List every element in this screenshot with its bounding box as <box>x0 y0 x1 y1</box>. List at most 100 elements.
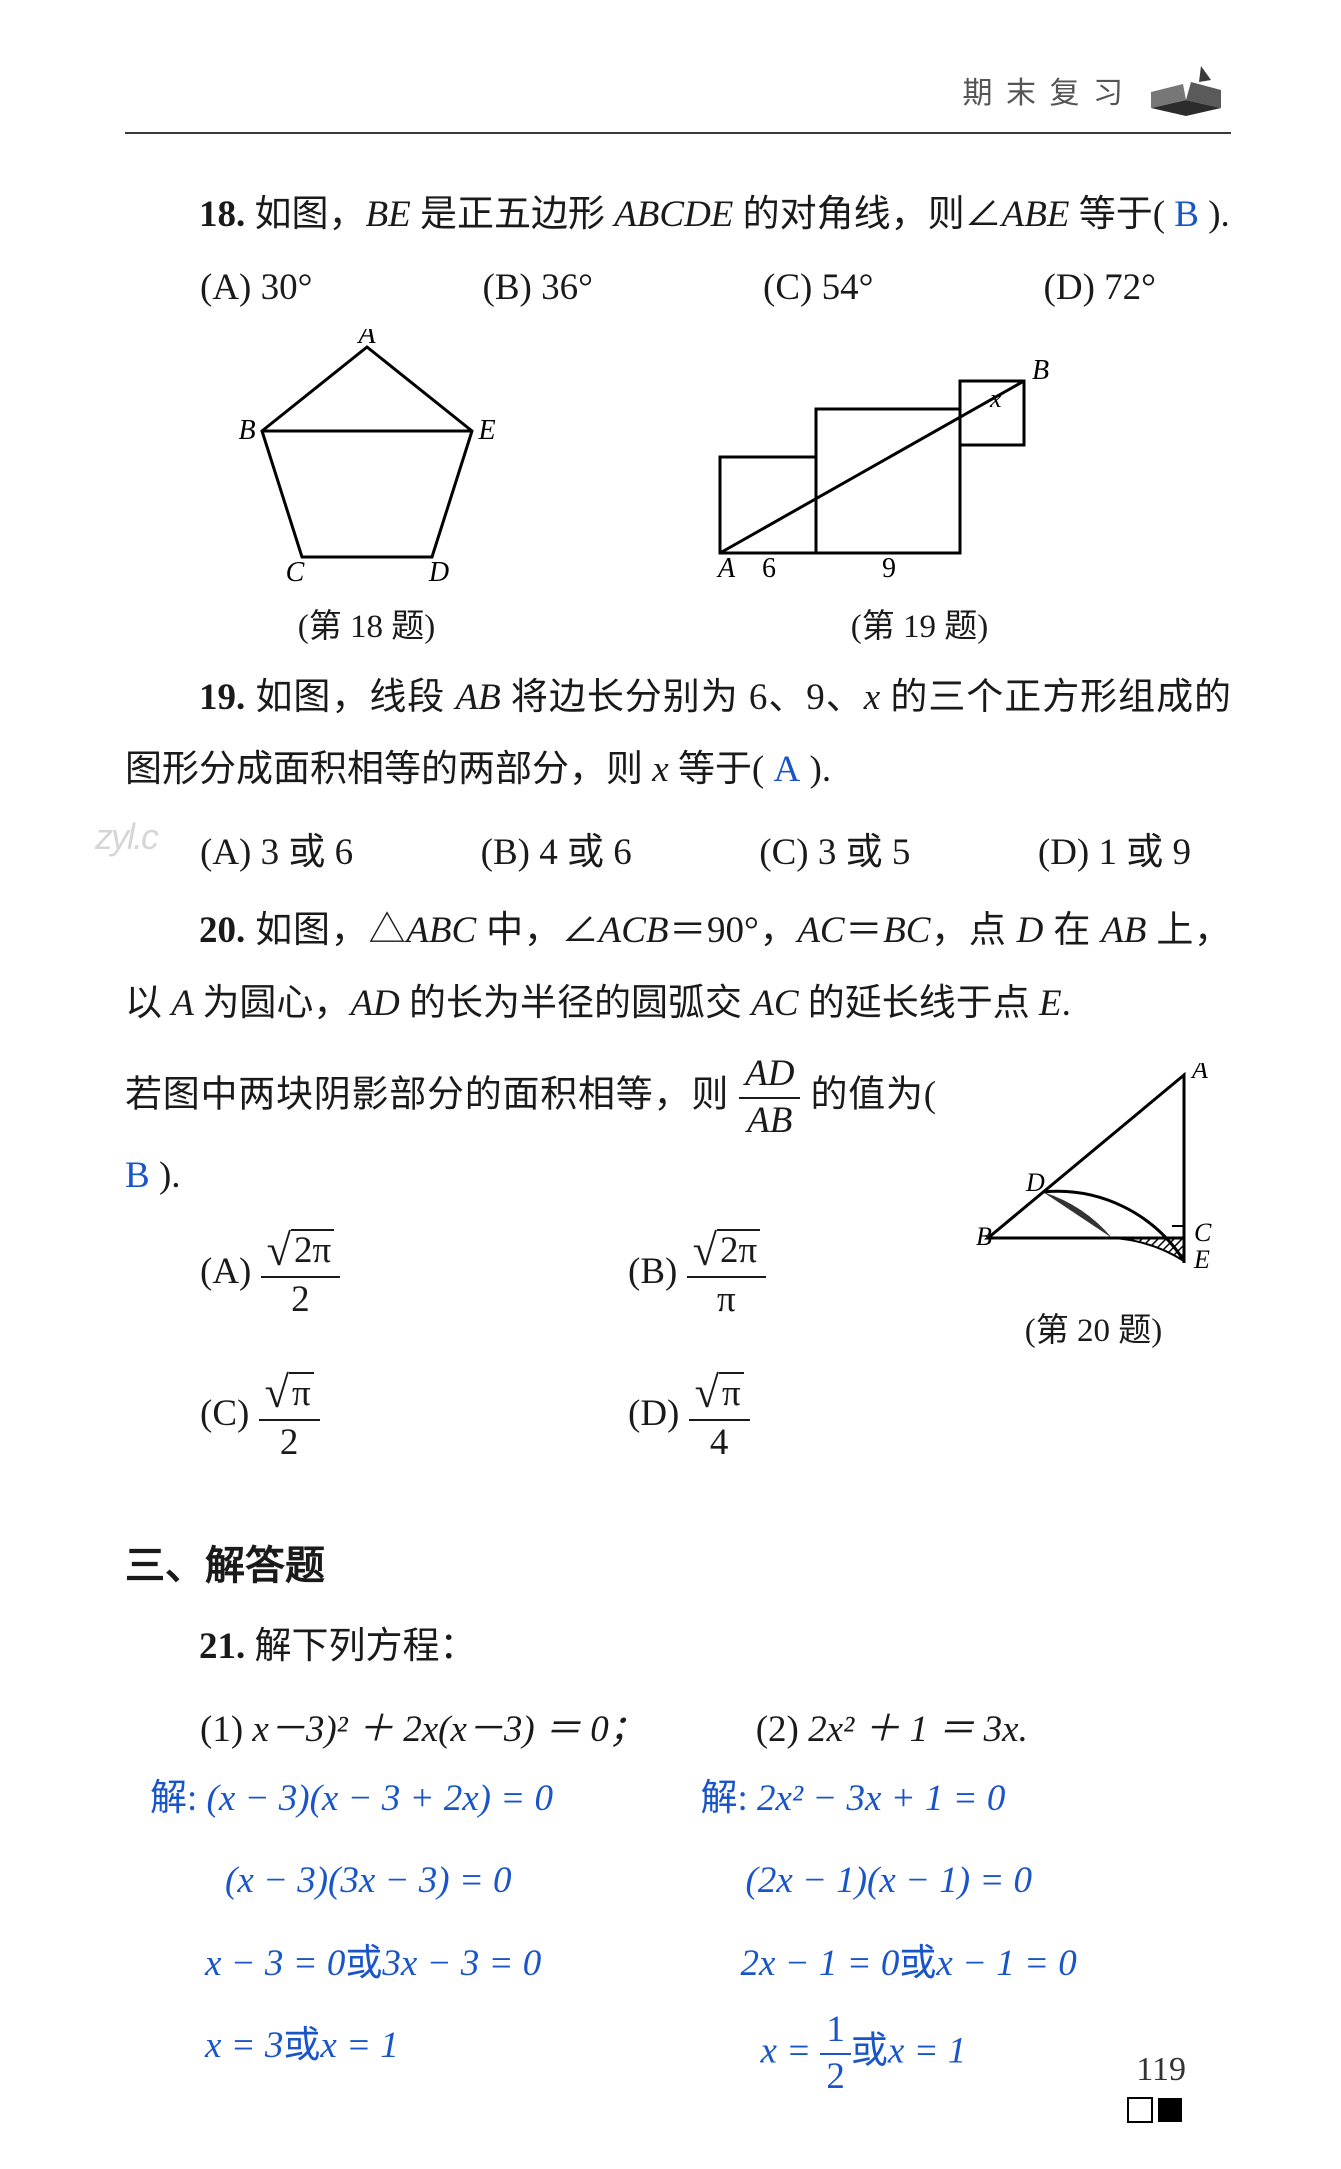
q18-opt-a: (A) 30° <box>200 266 312 309</box>
svg-text:B: B <box>1032 355 1049 386</box>
fig-18: A B E C D (第 18 题) <box>217 329 517 647</box>
fig20-caption: (第 20 题) <box>966 1303 1221 1351</box>
q19-text: 19. 如图，线段 AB 将边长分别为 6、9、x 的三个正方形组成的图形分成面… <box>125 662 1231 806</box>
q19-answer: A <box>774 749 801 790</box>
sol1-or1: 或 <box>345 1943 382 1984</box>
q20-frac-den: AB <box>741 1099 798 1141</box>
q20-tail: ). <box>159 1155 181 1196</box>
q20-opt-d: (D) √π 4 <box>628 1370 936 1463</box>
page-header: 期 末 复 习 <box>125 60 1231 134</box>
q19-opt-b: (B) 4 或 6 <box>481 821 632 875</box>
q20-text-c: ＝90°， <box>669 910 798 951</box>
q19-opt-c: (C) 3 或 5 <box>759 821 910 875</box>
q20-options: (A) √2π 2 (B) √2π π (C) √π 2 (D) √π 4 <box>125 1228 936 1463</box>
q20-b-pi: π <box>738 1230 757 1271</box>
svg-text:A: A <box>1190 1063 1208 1084</box>
q18-opt-d: (D) 72° <box>1044 266 1156 309</box>
q21-sub1-eq: x－3)² ＋ 2x(x－3) ＝ 0； <box>252 1709 645 1750</box>
svg-text:A: A <box>716 553 736 584</box>
svg-text:A: A <box>356 329 376 350</box>
svg-text:E: E <box>1193 1245 1210 1274</box>
q19-opt-d: (D) 1 或 9 <box>1038 821 1191 875</box>
q20-opt-a-label: (A) <box>200 1250 251 1291</box>
q20-num: 20. <box>199 910 245 951</box>
sol1-l3a: x − 3 = 0 <box>205 1943 345 1984</box>
q18-text-d: 等于( <box>1079 194 1165 235</box>
q21-sub2: (2) 2x² ＋ 1 ＝ 3x. <box>756 1698 1028 1752</box>
q20-text-d: ，点 <box>930 910 1006 951</box>
q21-sub2-eq: 2x² ＋ 1 ＝ 3x. <box>808 1709 1028 1750</box>
q20-d-den: 4 <box>704 1421 735 1463</box>
fig18-caption: (第 18 题) <box>217 599 517 647</box>
sol1-l4a: x = 3 <box>205 2025 283 2066</box>
sol2-l3b: x − 1 = 0 <box>936 1943 1076 1984</box>
q20-text-j: 若图中两块阴影部分的面积相等，则 <box>125 1074 729 1115</box>
q18-text-b: 是正五边形 <box>420 194 605 235</box>
page-number: 119 <box>1136 2051 1186 2089</box>
fig-20: A B C E D (第 20 题) <box>966 1063 1221 1351</box>
svg-text:E: E <box>477 415 495 446</box>
q19-text-b: 将边长分别为 6、9、 <box>511 677 864 718</box>
q21-subquestions: (1) x－3)² ＋ 2x(x－3) ＝ 0； (2) 2x² ＋ 1 ＝ 3… <box>125 1698 1231 1752</box>
q19-opt-a: (A) 3 或 6 <box>200 821 353 875</box>
q20-text-h: 的长为半径的圆弧交 <box>409 983 742 1024</box>
q20-frac: AD AB <box>739 1055 800 1141</box>
q20-opt-b: (B) √2π π <box>628 1228 936 1321</box>
q20-c-den: 2 <box>274 1421 305 1463</box>
fig19-caption: (第 19 题) <box>700 599 1140 647</box>
page: 期 末 复 习 18. 如图，BE 是正五边形 ABCDE 的对角线，则∠ABE… <box>0 0 1341 2169</box>
sol2-l3a: 2x − 1 = 0 <box>741 1943 900 1984</box>
watermark: zyl.c <box>95 816 157 858</box>
sol2-l1: 2x² − 3x + 1 = 0 <box>757 1778 1005 1819</box>
q20-opt-a: (A) √2π 2 <box>200 1228 508 1321</box>
section-3-title: 三、解答题 <box>125 1533 1231 1591</box>
sol2-head: 解: <box>701 1778 748 1819</box>
header-label: 期 末 复 习 <box>963 68 1127 112</box>
q19-text-d: 等于( <box>678 749 764 790</box>
q20-text-g: 为圆心， <box>202 983 350 1024</box>
q19-tail: ). <box>810 749 832 790</box>
sol1-l3b: 3x − 3 = 0 <box>382 1943 541 1984</box>
q20-a-den: 2 <box>285 1278 316 1320</box>
q21-sub1: (1) x－3)² ＋ 2x(x－3) ＝ 0； <box>200 1698 646 1752</box>
q20-text-e: 在 <box>1053 910 1091 951</box>
q18-text-a: 如图， <box>255 194 366 235</box>
q20-d-pi: π <box>719 1372 744 1415</box>
book-icon <box>1141 60 1231 120</box>
q20-opt-b-label: (B) <box>628 1250 677 1291</box>
sol1-or2: 或 <box>283 2025 320 2066</box>
sol1-l2: (x − 3)(3x − 3) = 0 <box>225 1860 512 1901</box>
svg-text:C: C <box>1194 1218 1212 1247</box>
q19-options: zyl.c (A) 3 或 6 (B) 4 或 6 (C) 3 或 5 (D) … <box>125 821 1231 875</box>
q20-b-2: 2 <box>720 1230 739 1271</box>
svg-text:x: x <box>989 384 1002 413</box>
q20-a-pi: π <box>313 1230 332 1271</box>
q21-sub1-label: (1) <box>200 1709 243 1750</box>
q19-num: 19. <box>199 677 245 718</box>
q20-text-i: 的延长线于点 <box>808 983 1030 1024</box>
sol2-l2: (2x − 1)(x − 1) = 0 <box>746 1860 1033 1901</box>
svg-text:D: D <box>1025 1168 1045 1197</box>
q20-b-den: π <box>711 1278 742 1320</box>
q18-options: (A) 30° (B) 36° (C) 54° (D) 72° <box>125 266 1231 309</box>
svg-text:C: C <box>285 557 304 584</box>
q21-sub2-label: (2) <box>756 1709 799 1750</box>
sol2-l4b: x = 1 <box>888 2030 966 2071</box>
q21-stem-text: 解下列方程： <box>255 1626 477 1667</box>
q20-frac-num: AD <box>739 1055 800 1099</box>
svg-text:B: B <box>238 415 255 446</box>
q20-text-k: 的值为( <box>810 1074 936 1115</box>
q20-text: 20. 如图，△ABC 中，∠ACB＝90°，AC＝BC，点 D 在 AB 上，… <box>125 895 1231 1039</box>
q21-stem: 21. 解下列方程： <box>125 1611 1231 1683</box>
q20-text-b: 中，∠ <box>486 910 599 951</box>
q20-a-2: 2 <box>294 1230 313 1271</box>
sol2-l4a-num: 1 <box>820 2011 851 2055</box>
q19-text-a: 如图，线段 <box>255 677 445 718</box>
q18-answer: B <box>1174 194 1199 235</box>
svg-text:6: 6 <box>762 553 776 584</box>
q20-opt-c-label: (C) <box>200 1393 249 1434</box>
page-marks <box>1126 2096 1186 2129</box>
sol2-l4a-den: 2 <box>820 2055 851 2097</box>
q18-text: 18. 如图，BE 是正五边形 ABCDE 的对角线，则∠ABE 等于( B )… <box>125 179 1231 251</box>
q21-sol1: 解: (x − 3)(x − 3 + 2x) = 0 (x − 3)(3x − … <box>125 1752 681 2093</box>
